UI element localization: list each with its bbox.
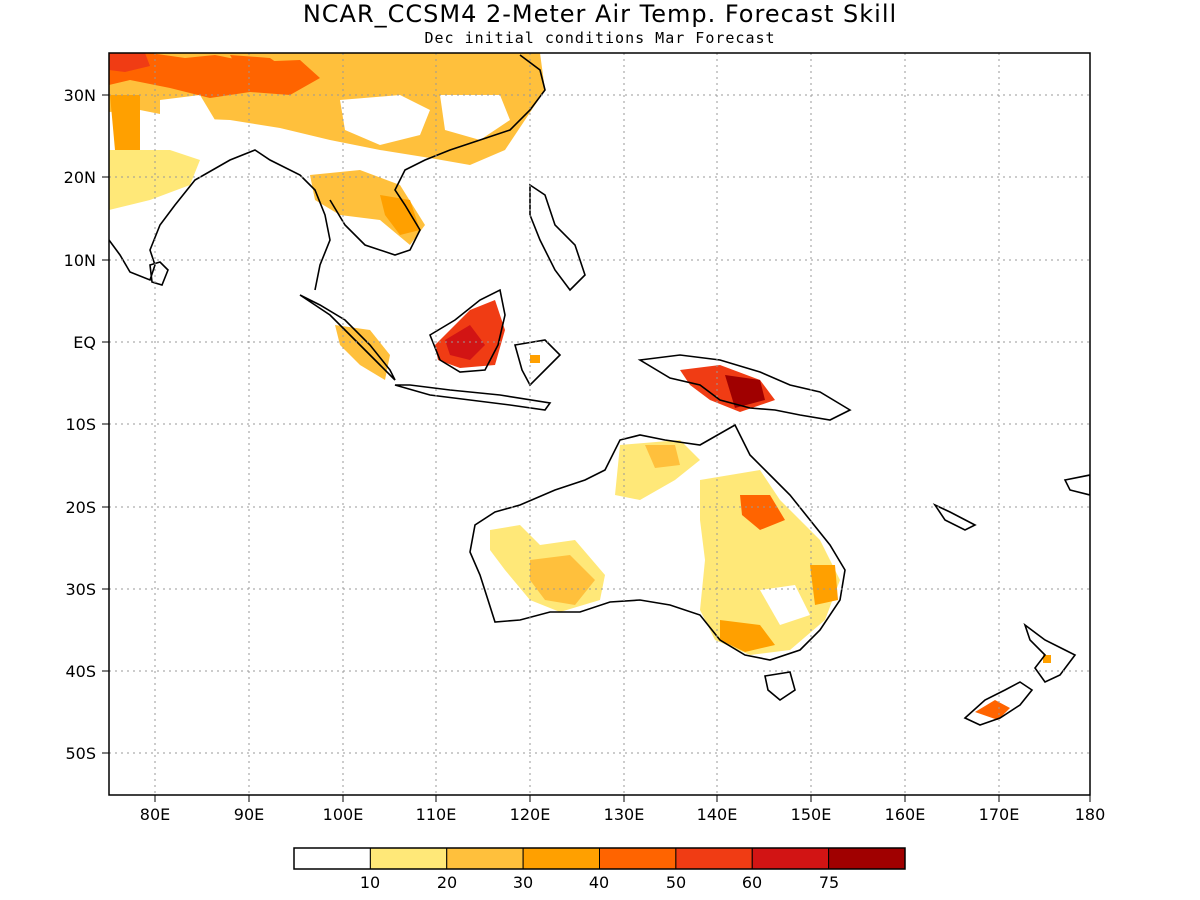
lon-tick-label: 170E	[979, 805, 1020, 824]
lat-tick-label: EQ	[73, 333, 96, 352]
lon-tick-label: 100E	[323, 805, 364, 824]
legend-label: 75	[819, 873, 839, 892]
tick-marks	[102, 94, 1091, 802]
legend-swatch	[369, 847, 448, 870]
lat-tick-labels: 30N 20N 10N EQ 10S 20S 30S 40S 50S	[64, 86, 96, 763]
legend-swatch	[599, 847, 677, 870]
lat-tick-label: 20S	[65, 498, 96, 517]
lat-tick-label: 20N	[64, 168, 96, 187]
lon-tick-label: 140E	[697, 805, 738, 824]
plot-frame	[108, 52, 1091, 796]
lon-tick-label: 90E	[234, 805, 264, 824]
lat-tick-label: 10N	[64, 251, 96, 270]
legend-label: 60	[742, 873, 762, 892]
lat-tick-label: 50S	[65, 744, 96, 763]
legend-label: 20	[437, 873, 457, 892]
legend-label: 30	[513, 873, 533, 892]
grid-lines	[109, 53, 1090, 795]
lon-tick-label: 150E	[791, 805, 832, 824]
lat-tick-label: 40S	[65, 662, 96, 681]
legend-label: 40	[589, 873, 609, 892]
lon-tick-label: 80E	[140, 805, 170, 824]
lon-tick-label: 130E	[604, 805, 645, 824]
legend-frame	[293, 847, 906, 870]
lat-tick-label: 30N	[64, 86, 96, 105]
lat-tick-label: 10S	[65, 415, 96, 434]
lon-tick-label: 160E	[885, 805, 926, 824]
lat-tick-label: 30S	[65, 580, 96, 599]
legend-label: 50	[666, 873, 686, 892]
lon-tick-label: 180	[1075, 805, 1106, 824]
legend-swatch	[751, 847, 830, 870]
legend-swatch	[675, 847, 753, 870]
legend-swatch	[446, 847, 524, 870]
legend-swatch	[828, 847, 906, 870]
legend-swatch	[293, 847, 371, 870]
map-subtitle: Dec initial conditions Mar Forecast	[424, 29, 776, 47]
legend-swatch	[522, 847, 600, 870]
map-title: NCAR_CCSM4 2-Meter Air Temp. Forecast Sk…	[302, 0, 898, 28]
color-legend: 10 20 30 40 50 60 75	[293, 847, 906, 892]
lon-tick-label: 120E	[510, 805, 551, 824]
lon-tick-label: 110E	[416, 805, 457, 824]
lon-tick-labels: 80E 90E 100E 110E 120E 130E 140E 150E 16…	[140, 805, 1106, 824]
legend-label: 10	[360, 873, 380, 892]
skill-shading	[109, 53, 1051, 720]
coastlines	[109, 54, 1090, 726]
